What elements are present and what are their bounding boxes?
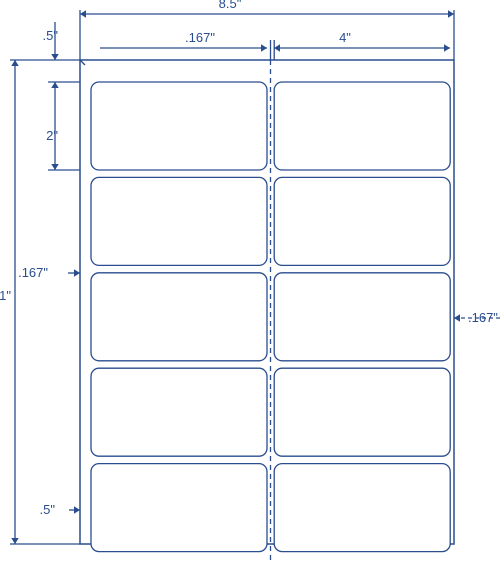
arrowhead [74, 506, 80, 514]
label-rect [274, 368, 450, 456]
arrowhead [444, 44, 450, 52]
dimension-text: .5" [43, 28, 59, 43]
arrowhead [51, 82, 59, 88]
arrowhead [80, 10, 86, 18]
arrowhead [11, 538, 19, 544]
label-rect [274, 464, 450, 552]
arrowhead [274, 44, 280, 52]
label-rect [91, 82, 267, 170]
arrowhead [11, 60, 19, 66]
arrowhead [261, 44, 267, 52]
label-rect [91, 177, 267, 265]
dimension-text: 8.5" [219, 0, 242, 11]
dimension-text: 2" [46, 128, 58, 143]
dimension-text: .167" [18, 265, 48, 280]
label-rect [91, 464, 267, 552]
label-rect [91, 273, 267, 361]
arrowhead [51, 164, 59, 170]
label-rect [274, 177, 450, 265]
arrowhead [448, 10, 454, 18]
label-rect [274, 82, 450, 170]
dimension-text: 4" [339, 30, 351, 45]
dimension-text: .167" [185, 30, 215, 45]
arrowhead [454, 314, 460, 322]
dimension-text: 11" [0, 288, 11, 303]
label-sheet-diagram: 8.5" 4" .167" .5" 11" 2" .167" .167" .5" [0, 0, 502, 575]
arrowhead [51, 54, 59, 60]
dimension-text: .167" [468, 310, 498, 325]
label-rect [274, 273, 450, 361]
label-rect [91, 368, 267, 456]
dimension-text: .5" [40, 502, 56, 517]
arrowhead [74, 269, 80, 277]
